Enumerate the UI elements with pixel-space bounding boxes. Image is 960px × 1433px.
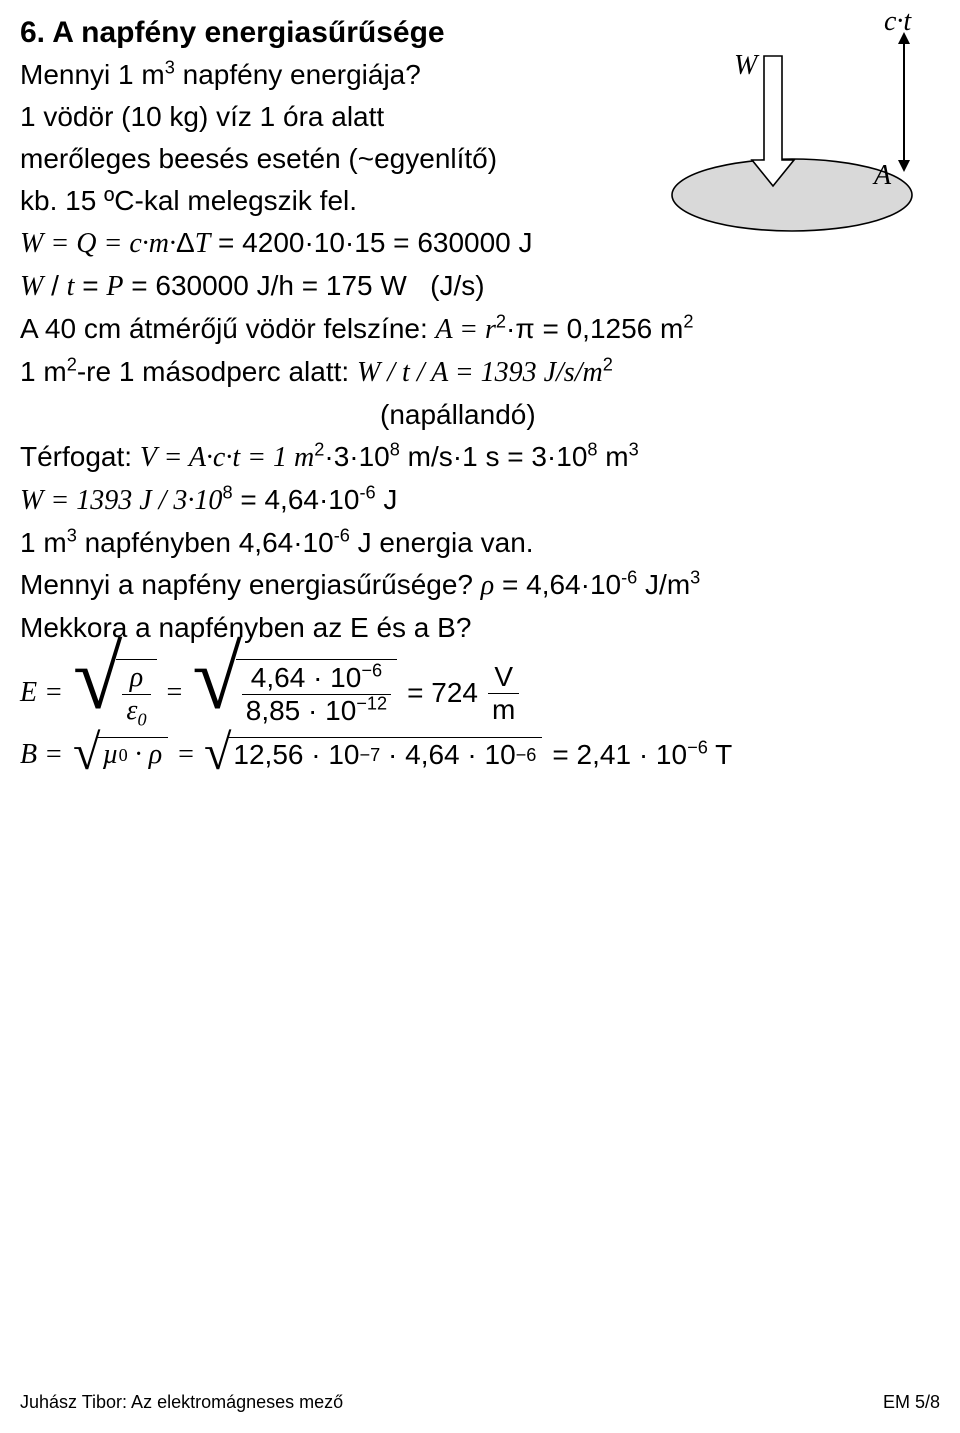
E-eq1: = [167, 677, 183, 709]
q1-a: Mennyi 1 m [20, 59, 165, 90]
diagram-label-A: A [874, 160, 891, 192]
eq1-delta: Δ [176, 227, 195, 258]
E-frac1-num: ρ [122, 662, 150, 695]
eq2: W [20, 271, 43, 302]
rho: ρ [481, 570, 494, 601]
line-per-m2: 1 m2-re 1 másodperc alatt: W / t / A = 1… [20, 351, 940, 394]
l3pi: ·π = 0,1256 m [506, 313, 683, 344]
eq-E: E = √ ρ ε0 = √ 4,64 · 10−6 8,85 · 10−12 … [20, 659, 940, 727]
eq1-lhs: W = Q = c·m· [20, 228, 176, 259]
line-2b: merőleges beesés esetén (~egyenlítő) [20, 138, 660, 180]
B-eq1: = [178, 739, 194, 771]
B-eq2: = 2,41 · 10 [552, 739, 687, 770]
diagram-arrow-ct [898, 32, 910, 172]
diagram-svg [652, 10, 932, 240]
B-dot: · 4,64 · 10 [388, 739, 516, 771]
E-frac1-den: ε [126, 695, 137, 726]
l4eq: W / t / A = 1393 J/s/m [357, 357, 603, 388]
B-sqrt1: √ µ0 · ρ [73, 737, 168, 772]
terfogat-eq4: m [598, 441, 629, 472]
line-2a: 1 vödör (10 kg) víz 1 óra alatt [20, 96, 660, 138]
eq-WtP: W / t = P = 630000 J/h = 175 W (J/s) [20, 265, 940, 308]
diagram-label-W: W [734, 50, 757, 82]
result-1: 1 m3 napfényben 4,64·10-6 J energia van. [20, 522, 940, 564]
radical-icon: √ [192, 653, 241, 721]
sunlight-diagram: W c·t A [652, 10, 932, 240]
footer-left: Juhász Tibor: Az elektromágneses mező [20, 1392, 343, 1413]
B-res-exp: −6 [687, 737, 708, 757]
l3a: A 40 cm átmérőjű vödör felszíne: [20, 313, 436, 344]
radical-icon: √ [204, 735, 231, 770]
B-unit: T [708, 739, 732, 770]
res2b: = 4,64·10 [494, 569, 621, 600]
w-eq: W = 1393 J / 3·10 [20, 485, 222, 516]
l3eq: A = r [436, 314, 496, 345]
E-val: = 724 [407, 677, 478, 709]
footer: Juhász Tibor: Az elektromágneses mező EM… [20, 1392, 940, 1413]
E-sqrt2: √ 4,64 · 10−6 8,85 · 10−12 [192, 659, 397, 727]
E-unit-den: m [488, 694, 519, 726]
terfogat-eq3: m/s·1 s = 3·10 [400, 441, 588, 472]
radical-icon: √ [73, 735, 100, 770]
diagram-arrow-W [752, 56, 794, 186]
eq1-rhs: = 4200·10·15 = 630000 J [210, 227, 532, 258]
B-lhs: B = [20, 739, 63, 771]
terfogat-eq1: V = A·c·t = 1 m [140, 442, 314, 473]
terfogat-label: Térfogat: [20, 441, 140, 472]
result-3: Mekkora a napfényben az E és a B? [20, 607, 940, 649]
E-unit-num: V [488, 661, 519, 694]
line-terfogat: Térfogat: V = A·c·t = 1 m2·3·108 m/s·1 s… [20, 436, 940, 479]
terfogat-eq2: ·3·10 [324, 441, 389, 472]
eq-B: B = √ µ0 · ρ = √ 12,56 · 10−7 · 4,64 · 1… [20, 737, 940, 772]
q1-sup: 3 [165, 58, 175, 78]
napallando: (napállandó) [20, 394, 940, 436]
res1c: J energia van. [350, 527, 534, 558]
w-eq2: = 4,64·10 [233, 484, 360, 515]
eq1-T: T [195, 228, 211, 259]
eq2-text: / [43, 270, 66, 301]
w-eq3: J [376, 484, 398, 515]
line-W: W = 1393 J / 3·108 = 4,64·10-6 J [20, 479, 940, 522]
radical-icon: √ [73, 653, 122, 721]
E-frac1-den-sub: 0 [137, 710, 146, 730]
line-2c: kb. 15 ºC-kal melegszik fel. [20, 180, 660, 222]
res1b: napfényben 4,64·10 [77, 527, 334, 558]
l4a: 1 m [20, 356, 67, 387]
B-sqrt2: √ 12,56 · 10−7 · 4,64 · 10−6 [204, 737, 542, 772]
E-frac2-num-exp: −6 [361, 661, 382, 681]
result-2: Mennyi a napfény energiasűrűsége? ρ = 4,… [20, 564, 940, 607]
q1-b: napfény energiája? [175, 59, 421, 90]
line-area: A 40 cm átmérőjű vödör felszíne: A = r2·… [20, 308, 940, 351]
E-frac2-den-exp: −12 [356, 694, 387, 714]
page: W c·t A 6. A napfény energiasűrűsége Men… [0, 0, 960, 1433]
res2c: J/m [637, 569, 690, 600]
question-line: Mennyi 1 m3 napfény energiája? [20, 54, 660, 96]
B-dot-rho: · ρ [135, 739, 162, 771]
diagram-label-ct: c·t [884, 6, 911, 38]
res2a: Mennyi a napfény energiasűrűsége? [20, 569, 481, 600]
B-ra: 12,56 · 10 [233, 739, 359, 771]
l4b: -re 1 másodperc alatt: [77, 356, 357, 387]
E-frac2-num: 4,64 · 10 [251, 662, 362, 693]
footer-right: EM 5/8 [883, 1392, 940, 1413]
E-sqrt1: √ ρ ε0 [73, 659, 157, 727]
E-frac2-den: 8,85 · 10 [246, 695, 357, 726]
B-mu: µ [102, 739, 118, 771]
E-lhs: E = [20, 677, 63, 709]
res1a: 1 m [20, 527, 67, 558]
